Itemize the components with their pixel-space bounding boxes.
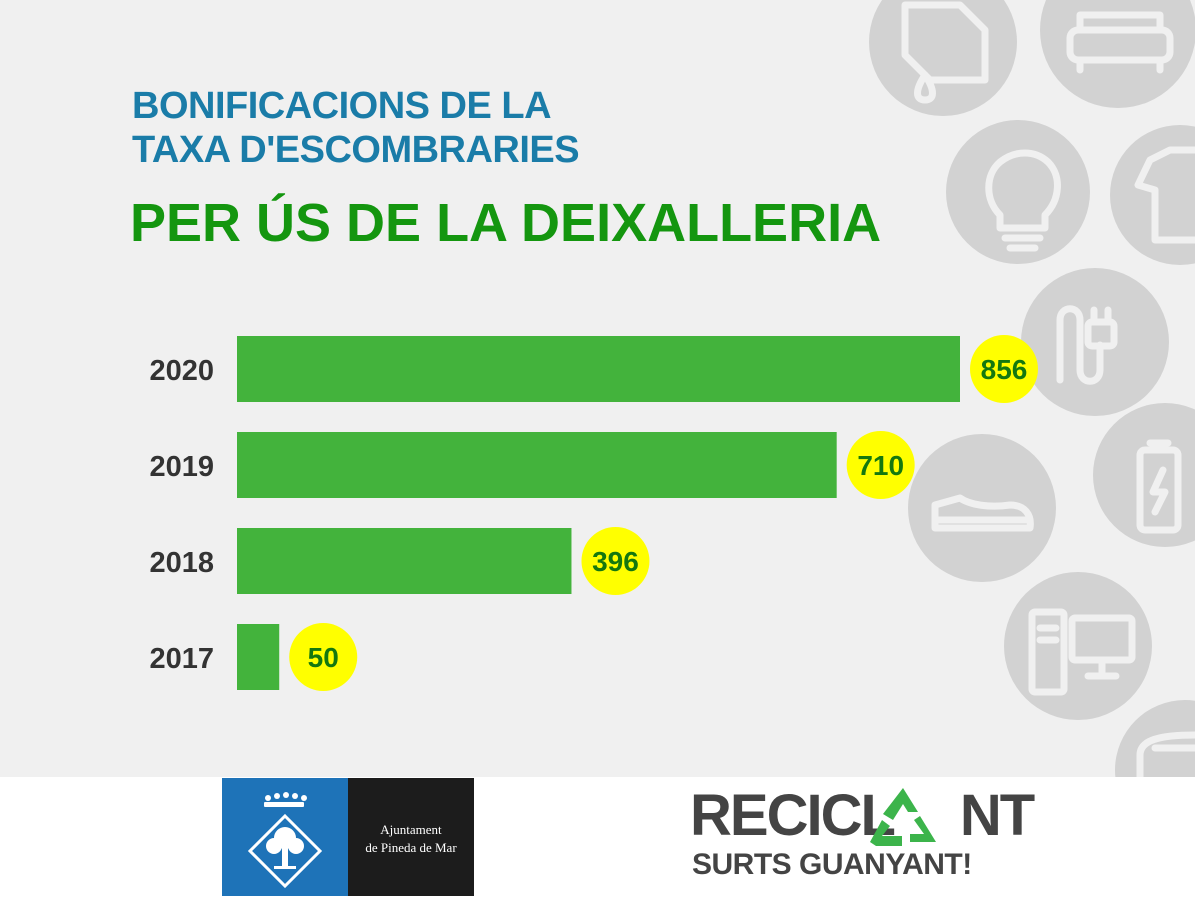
municipality-crest [222, 778, 348, 896]
toaster-icon [1136, 731, 1195, 777]
sofa-icon [1066, 11, 1174, 74]
campaign-logo: RECICL NT SURTS GUANYANT! [690, 782, 1035, 892]
bar [237, 624, 280, 690]
value-label-bubble [846, 431, 915, 499]
value-label-bubble [289, 623, 358, 691]
lightbulb-icon [985, 149, 1061, 252]
infographic-panel: BONIFICACIONS DE LA TAXA D'ESCOMBRARIES … [0, 0, 1195, 777]
municipality-logo: Ajuntament de Pineda de Mar [222, 778, 474, 896]
decorative-icon-circles [869, 0, 1195, 777]
title-line-1: BONIFICACIONS DE LA [132, 85, 552, 127]
crest-icon [247, 792, 323, 889]
recycle-icon [870, 788, 936, 846]
bar [237, 336, 960, 402]
campaign-word-b: NT [959, 783, 1035, 848]
category-label: 2019 [149, 451, 214, 483]
value-label-bubble [970, 335, 1038, 403]
bar-chart: 2020 856 2019 710 2018 396 2017 50 [149, 335, 1038, 691]
footer [0, 777, 1195, 896]
campaign-wordmark: RECICL NT [690, 783, 1035, 848]
title-line-2: TAXA D'ESCOMBRARIES [132, 129, 580, 171]
paint-can-icon [901, 1, 989, 104]
shoe-icon [931, 494, 1034, 532]
cable-plug-icon [1056, 305, 1118, 385]
municipality-name-line-1: Ajuntament [380, 822, 442, 837]
tshirt-icon [1134, 146, 1195, 244]
value-label-bubble [581, 527, 650, 595]
municipality-name-line-2: de Pineda de Mar [365, 840, 457, 855]
category-label: 2020 [149, 355, 214, 387]
computer-icon [1028, 608, 1136, 696]
bar [237, 432, 837, 498]
value-label: 50 [308, 642, 339, 673]
battery-icon-circle [1093, 403, 1195, 547]
campaign-tagline: SURTS GUANYANT! [692, 848, 972, 881]
category-label: 2017 [149, 643, 214, 675]
chart-subtitle: PER ÚS DE LA DEIXALLERIA [130, 193, 882, 253]
municipality-name: Ajuntament de Pineda de Mar [348, 778, 474, 896]
value-label: 710 [857, 450, 904, 481]
value-label: 396 [592, 546, 639, 577]
bar [237, 528, 572, 594]
battery-icon [1136, 439, 1182, 534]
campaign-word-a: RECICL [690, 783, 896, 848]
value-label: 856 [981, 354, 1028, 385]
category-label: 2018 [149, 547, 214, 579]
chart-title: BONIFICACIONS DE LA TAXA D'ESCOMBRARIES [132, 84, 832, 172]
lightbulb-icon-circle [946, 120, 1090, 264]
